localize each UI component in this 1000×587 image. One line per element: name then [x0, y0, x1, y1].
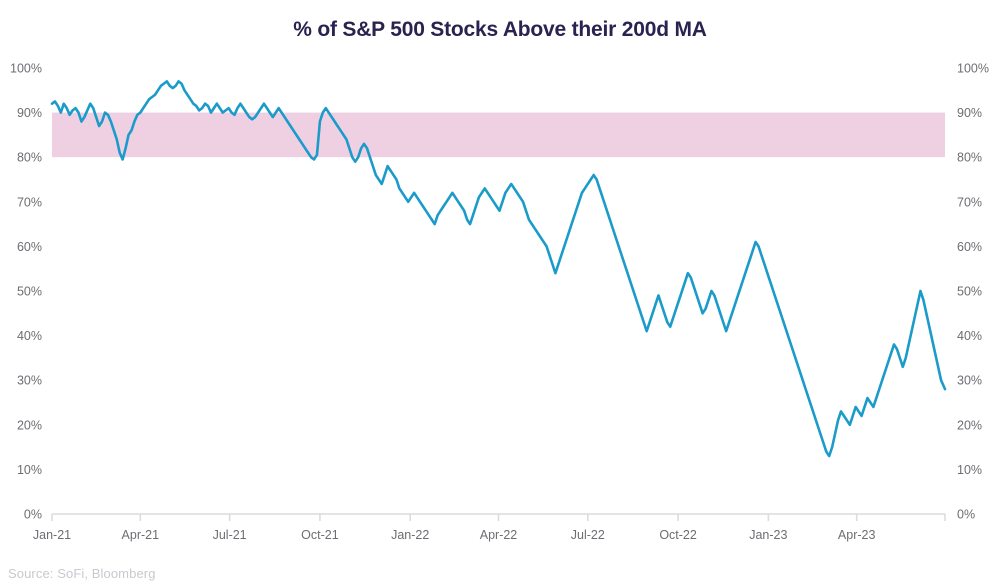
x-axis-tick-label: Jan-22 — [391, 528, 429, 542]
x-axis-tick-label: Apr-21 — [122, 528, 160, 542]
y-axis-left-ticks: 0% 10% 20% 30% 40% 50% 60% 70% 80% 90% 100% — [10, 62, 42, 522]
y-axis-right-ticks: 0% 10% 20% 30% 40% 50% 60% 70% 80% 90% 100% — [957, 62, 989, 522]
data-series-layer — [50, 80, 947, 458]
data-line-series — [50, 80, 947, 458]
y-axis-right-tick-label: 0% — [957, 508, 975, 522]
x-axis-tick-label: Jul-21 — [213, 528, 247, 542]
x-axis-ticks: Jan-21 Apr-21 Jul-21 Oct-21 Jan-22 Apr-22 Jul-… — [33, 528, 876, 542]
y-axis-right-tick-label: 90% — [957, 106, 982, 120]
x-axis-tick-label: Jan-23 — [749, 528, 787, 542]
axis-lines-layer — [51, 513, 946, 521]
chart-title: % of S&P 500 Stocks Above their 200d MA — [293, 18, 707, 41]
y-axis-right-tick-label: 10% — [957, 463, 982, 477]
y-axis-right-tick-label: 30% — [957, 374, 982, 388]
y-axis-left-tick-label: 20% — [17, 418, 42, 432]
y-axis-left-tick-label: 0% — [24, 508, 42, 522]
y-axis-right-tick-label: 60% — [957, 240, 982, 254]
y-axis-left-tick-label: 40% — [17, 329, 42, 343]
x-axis-tick-label: Jan-21 — [33, 528, 71, 542]
y-axis-left-tick-label: 70% — [17, 195, 42, 209]
x-axis-tick-label: Apr-22 — [480, 528, 518, 542]
y-axis-right-tick-label: 20% — [957, 418, 982, 432]
y-axis-right-tick-label: 50% — [957, 285, 982, 299]
x-axis-tick-label: Oct-21 — [301, 528, 339, 542]
y-axis-right-tick-label: 40% — [957, 329, 982, 343]
y-axis-right-tick-label: 80% — [957, 151, 982, 165]
y-axis-right-tick-label: 100% — [957, 62, 989, 76]
shaded-band — [52, 112, 945, 158]
y-axis-left-tick-label: 10% — [17, 463, 42, 477]
x-axis-tick-label: Oct-22 — [659, 528, 697, 542]
y-axis-right-tick-label: 70% — [957, 195, 982, 209]
shaded-band-layer — [52, 112, 945, 158]
y-axis-left-tick-label: 30% — [17, 374, 42, 388]
y-axis-left-tick-label: 60% — [17, 240, 42, 254]
x-axis-tick-label: Apr-23 — [838, 528, 876, 542]
x-axis-tick-label: Jul-22 — [571, 528, 605, 542]
y-axis-left-tick-label: 100% — [10, 62, 42, 76]
y-axis-left-tick-label: 50% — [17, 285, 42, 299]
y-axis-left-tick-label: 90% — [17, 106, 42, 120]
y-axis-left-tick-label: 80% — [17, 151, 42, 165]
source-note: Source: SoFi, Bloomberg — [8, 566, 156, 581]
